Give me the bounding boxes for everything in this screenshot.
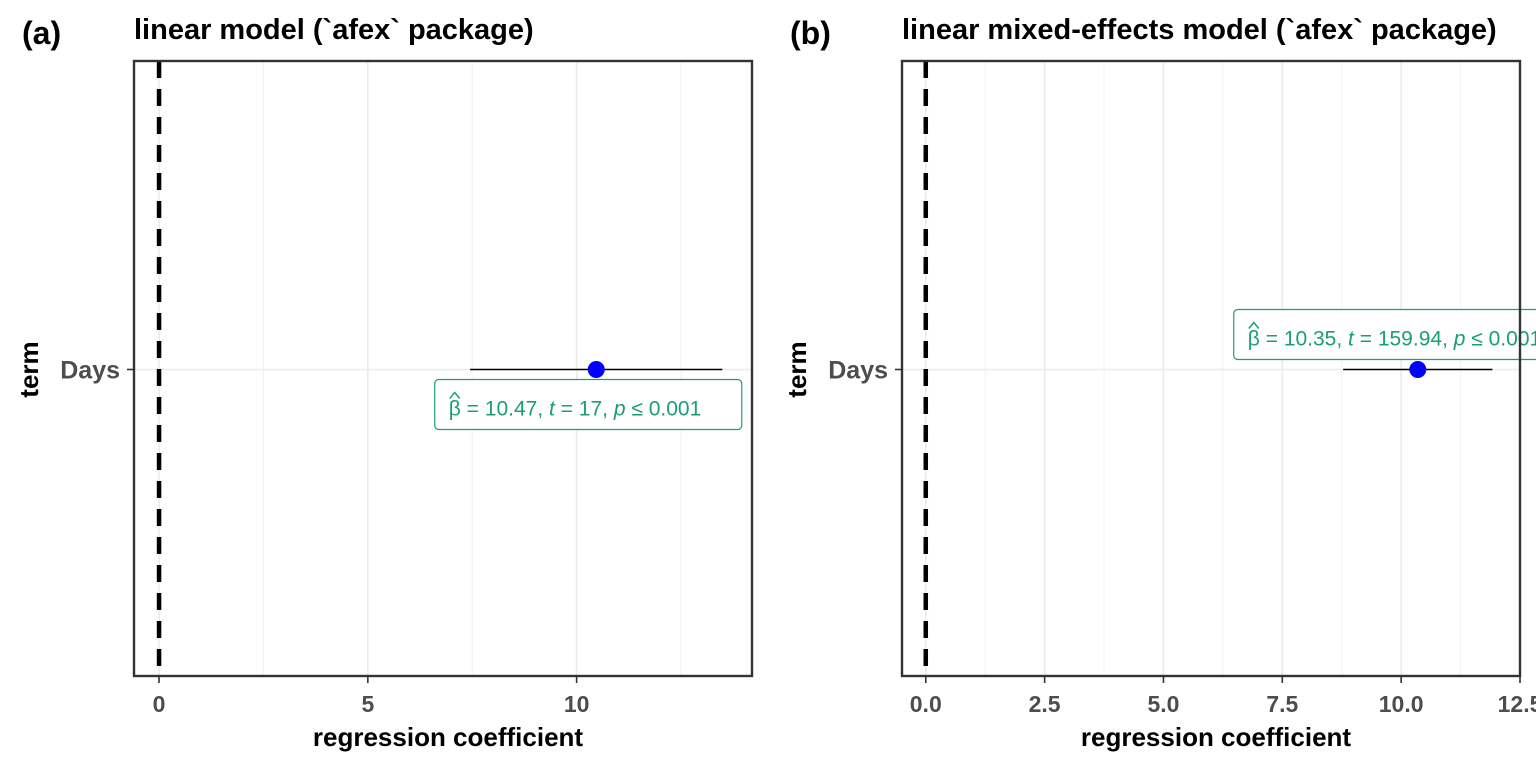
panel-tag: (b) — [790, 15, 831, 51]
plot-background — [134, 61, 752, 676]
y-axis-title: term — [14, 341, 44, 397]
x-axis-title: regression coefficient — [313, 722, 584, 752]
x-axis-title: regression coefficient — [1081, 722, 1352, 752]
x-tick-label: 0.0 — [910, 691, 942, 717]
equals-sign: = — [1260, 328, 1284, 351]
beta-value: 10.35 — [1284, 328, 1337, 351]
estimate-point — [587, 361, 605, 378]
panel-title: linear model (`afex` package) — [134, 14, 534, 46]
t-value: 17 — [579, 398, 602, 421]
p-symbol: p — [1453, 328, 1466, 351]
separator: , — [1442, 328, 1454, 351]
y-category-label: Days — [828, 357, 888, 385]
beta-symbol: β — [1248, 328, 1260, 351]
y-axis-title: term — [782, 341, 812, 397]
p-symbol: p — [613, 398, 626, 421]
label-text: β = 10.47, t = 17, p ≤ 0.001 — [449, 398, 702, 421]
label-box — [434, 378, 743, 431]
equals-sign: = — [1354, 328, 1378, 351]
x-tick-label: 10 — [564, 691, 590, 717]
equals-sign: = — [555, 398, 579, 421]
x-tick-label: 12.5 — [1498, 691, 1536, 717]
estimate-label: β = 10.47, t = 17, p ≤ 0.001 — [434, 378, 743, 431]
chart-panel-a: β = 10.47, t = 17, p ≤ 0.001 0 5 10 Days regr… — [14, 14, 754, 752]
x-tick-label: 0 — [153, 691, 166, 717]
y-category-label: Days — [60, 357, 120, 385]
x-tick-label: 10.0 — [1379, 691, 1424, 717]
t-symbol: t — [1348, 328, 1355, 351]
equals-sign: = — [461, 398, 485, 421]
estimate-label: β = 10.35, t = 159.94, p ≤ 0.001 — [1233, 308, 1536, 361]
label-text: β = 10.35, t = 159.94, p ≤ 0.001 — [1248, 328, 1536, 351]
beta-hat — [449, 391, 461, 399]
label-box — [1233, 308, 1536, 361]
beta-value: 10.47 — [485, 398, 538, 421]
t-symbol: t — [549, 398, 556, 421]
plot-background — [902, 61, 1520, 676]
beta-hat — [1248, 321, 1260, 329]
p-value: 0.001 — [649, 398, 702, 421]
x-tick-label: 7.5 — [1266, 691, 1298, 717]
x-tick-label: 2.5 — [1029, 691, 1061, 717]
chart-panel-b: β = 10.35, t = 159.94, p ≤ 0.001 0.0 2.5 5.… — [782, 14, 1536, 752]
panel-tag: (a) — [22, 15, 61, 51]
estimate-point — [1409, 361, 1427, 378]
separator: , — [537, 398, 549, 421]
separator: , — [1336, 328, 1348, 351]
panel-border — [132, 59, 754, 678]
beta-symbol: β — [449, 398, 461, 421]
separator: , — [602, 398, 614, 421]
x-tick-label: 5.0 — [1147, 691, 1179, 717]
t-value: 159.94 — [1378, 328, 1443, 351]
p-value: 0.001 — [1489, 328, 1536, 351]
leq-sign: ≤ — [626, 398, 649, 421]
panel-title: linear mixed-effects model (`afex` packa… — [902, 14, 1497, 46]
leq-sign: ≤ — [1465, 328, 1488, 351]
x-tick-label: 5 — [361, 691, 374, 717]
panel-border — [900, 59, 1522, 678]
